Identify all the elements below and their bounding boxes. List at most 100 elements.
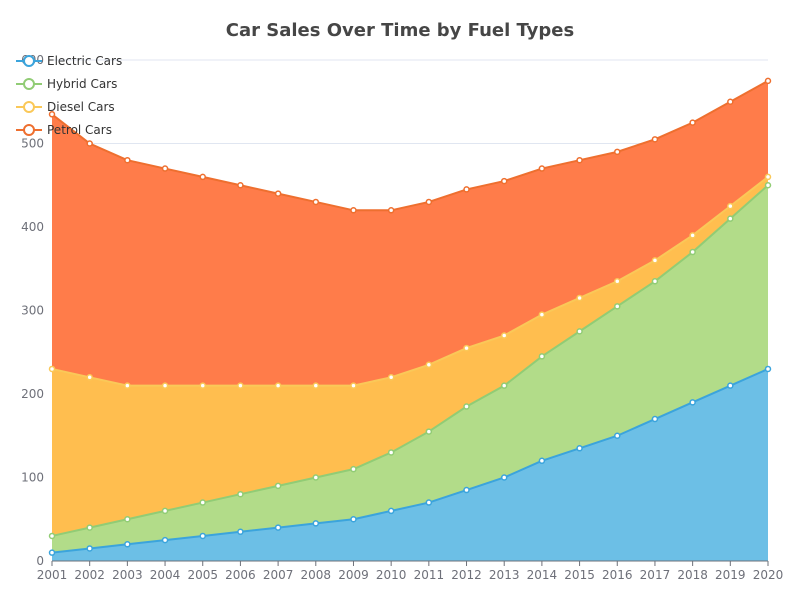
x-tick-label: 2008 <box>301 568 332 582</box>
point-hybrid-cars <box>764 182 772 189</box>
point-petrol-cars <box>312 198 320 206</box>
x-tick-label: 2020 <box>753 568 784 582</box>
point-petrol-cars <box>48 111 56 118</box>
y-tick-label: 0 <box>36 554 44 568</box>
point-petrol-cars <box>614 148 621 156</box>
area-fills <box>52 80 768 561</box>
point-diesel-cars <box>651 257 659 264</box>
point-hybrid-cars <box>576 328 583 335</box>
point-hybrid-cars <box>312 474 320 481</box>
series-electric-cars <box>48 365 772 556</box>
y-tick-label: 200 <box>21 387 44 401</box>
x-tick-label: 2012 <box>451 568 482 582</box>
point-electric-cars <box>538 457 546 465</box>
legend: Electric Cars Hybrid Cars Diesel Cars Petro… <box>16 54 122 137</box>
point-diesel-cars <box>312 382 320 389</box>
x-tick-label: 2010 <box>376 568 407 582</box>
point-electric-cars <box>161 536 169 544</box>
point-petrol-cars <box>425 198 433 206</box>
point-diesel-cars <box>538 311 546 318</box>
point-diesel-cars <box>463 344 470 352</box>
point-electric-cars <box>463 486 470 494</box>
legend-item-diesel-cars: Diesel Cars <box>16 100 115 114</box>
point-electric-cars <box>576 445 583 452</box>
point-petrol-cars <box>199 173 206 181</box>
point-diesel-cars <box>124 382 131 389</box>
point-electric-cars <box>350 516 357 523</box>
point-diesel-cars <box>727 202 734 210</box>
y-tick-label: 500 <box>21 137 44 151</box>
x-tick-label: 2002 <box>74 568 105 582</box>
point-hybrid-cars <box>387 449 395 456</box>
point-electric-cars <box>312 520 320 527</box>
area-electric-cars <box>52 368 768 561</box>
y-tick-label: 300 <box>21 304 44 318</box>
point-hybrid-cars <box>350 465 357 473</box>
x-tick-label: 2006 <box>225 568 256 582</box>
point-petrol-cars <box>124 156 131 164</box>
legend-label: Petrol Cars <box>47 123 112 137</box>
point-petrol-cars <box>651 136 659 143</box>
legend-marker-icon <box>23 55 35 67</box>
line-electric-cars <box>51 368 769 554</box>
x-tick-label: 2019 <box>715 568 746 582</box>
point-diesel-cars <box>387 374 395 381</box>
line-diesel-cars <box>51 176 769 387</box>
point-petrol-cars <box>538 165 546 172</box>
legend-item-hybrid-cars: Hybrid Cars <box>16 77 117 91</box>
point-hybrid-cars <box>689 248 696 256</box>
x-tick-label: 2004 <box>150 568 181 582</box>
point-electric-cars <box>199 532 206 540</box>
point-diesel-cars <box>425 361 433 369</box>
point-petrol-cars <box>274 190 282 197</box>
point-hybrid-cars <box>161 507 169 515</box>
point-electric-cars <box>614 432 621 439</box>
point-hybrid-cars <box>124 516 131 523</box>
x-tick-label: 2001 <box>37 568 68 582</box>
line-petrol-cars <box>51 80 769 212</box>
series-diesel-cars <box>48 173 772 389</box>
point-petrol-cars <box>689 119 696 126</box>
point-petrol-cars <box>350 207 357 214</box>
series-hybrid-cars <box>48 182 772 540</box>
point-petrol-cars <box>161 165 169 172</box>
point-electric-cars <box>689 399 696 406</box>
legend-item-petrol-cars: Petrol Cars <box>16 123 112 137</box>
area-diesel-cars <box>52 176 768 536</box>
y-axis: 0100200300400500600 <box>21 53 44 568</box>
point-hybrid-cars <box>425 428 433 435</box>
point-petrol-cars <box>764 77 772 85</box>
point-electric-cars <box>124 541 131 548</box>
x-tick-label: 2011 <box>414 568 445 582</box>
x-tick-label: 2005 <box>187 568 218 582</box>
point-electric-cars <box>48 549 56 556</box>
point-petrol-cars <box>576 156 583 164</box>
point-diesel-cars <box>199 382 206 389</box>
area-hybrid-cars <box>52 185 768 553</box>
legend-label: Electric Cars <box>47 54 122 68</box>
point-electric-cars <box>86 545 93 552</box>
point-electric-cars <box>425 499 433 506</box>
point-hybrid-cars <box>614 303 621 310</box>
x-tick-label: 2016 <box>602 568 633 582</box>
point-hybrid-cars <box>237 490 244 498</box>
point-electric-cars <box>274 524 282 531</box>
x-tick-label: 2007 <box>263 568 294 582</box>
point-hybrid-cars <box>500 382 508 389</box>
point-hybrid-cars <box>274 482 282 490</box>
legend-marker-icon <box>23 101 35 113</box>
point-hybrid-cars <box>86 524 93 531</box>
point-diesel-cars <box>614 278 621 285</box>
point-petrol-cars <box>500 177 508 185</box>
x-tick-label: 2017 <box>640 568 671 582</box>
point-electric-cars <box>727 382 734 389</box>
chart-title: Car Sales Over Time by Fuel Types <box>225 20 575 41</box>
legend-label: Hybrid Cars <box>47 77 117 91</box>
point-hybrid-cars <box>727 215 734 222</box>
legend-marker-icon <box>23 78 35 90</box>
point-diesel-cars <box>48 365 56 373</box>
x-tick-label: 2009 <box>338 568 369 582</box>
point-diesel-cars <box>161 382 169 389</box>
series-petrol-cars <box>48 77 772 214</box>
